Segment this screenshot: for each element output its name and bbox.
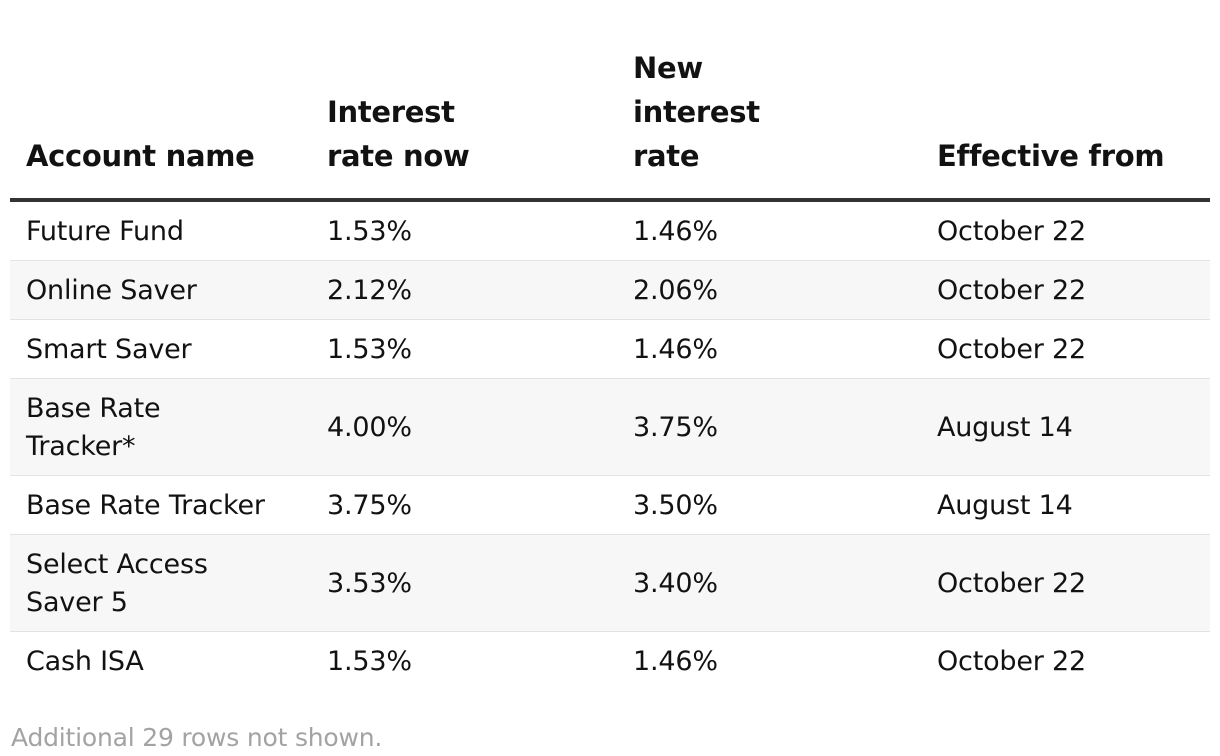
table-body: Future Fund 1.53% 1.46% October 22 Onlin… (10, 200, 1210, 690)
new-rate-cell: 3.75% (617, 378, 921, 476)
column-header-effective-from: Effective from (921, 0, 1210, 202)
table-row: Base Rate Tracker* 4.00% 3.75% August 14 (10, 378, 1210, 476)
new-rate-cell: 1.46% (617, 200, 921, 261)
new-rate-cell: 1.46% (617, 319, 921, 379)
effective-from-cell: October 22 (937, 646, 1086, 677)
header-row: Account name Interest rate now New inter… (10, 0, 1210, 202)
effective-from-cell: October 22 (921, 319, 1210, 379)
table-header: Account name Interest rate now New inter… (10, 0, 1210, 202)
table-row: Online Saver 2.12% 2.06% October 22 (10, 260, 1210, 320)
new-rate-cell: 3.40% (617, 534, 921, 632)
column-header-interest-rate-now: Interest rate now (311, 0, 617, 202)
rate-now-cell: 3.75% (311, 475, 617, 535)
rates-table-container: Account name Interest rate now New inter… (10, 0, 1210, 756)
new-rate-cell: 3.50% (617, 475, 921, 535)
account-name-text: Base Rate Tracker* (26, 393, 161, 462)
account-name-cell: Cash ISA (26, 646, 144, 677)
table-row: Future Fund 1.53% 1.46% October 22 (10, 200, 1210, 261)
account-name-text: Select Access Saver 5 (26, 549, 208, 618)
account-name-cell: Future Fund (10, 200, 311, 261)
rate-now-cell: 1.53% (327, 646, 412, 677)
rate-now-cell: 1.53% (311, 200, 617, 261)
effective-from-cell: October 22 (921, 200, 1210, 261)
table-row: Cash ISA 1.53% 1.46% October 22 (10, 632, 1210, 691)
rows-not-shown-note: Additional 29 rows not shown. (11, 723, 383, 752)
account-name-cell: Select Access Saver 5 (10, 534, 311, 632)
table-row: Smart Saver 1.53% 1.46% October 22 (10, 319, 1210, 379)
effective-from-cell: August 14 (921, 378, 1210, 476)
account-name-cell: Smart Saver (10, 319, 311, 379)
column-header-account-name: Account name (10, 0, 311, 202)
table-row: Base Rate Tracker 3.75% 3.50% August 14 (10, 475, 1210, 535)
table-row: Select Access Saver 5 3.53% 3.40% Octobe… (10, 534, 1210, 632)
column-header-new-interest-rate: New interest rate (617, 0, 921, 202)
account-name-cell: Base Rate Tracker (10, 475, 311, 535)
account-name-cell: Online Saver (10, 260, 311, 320)
interest-rates-table: Account name Interest rate now New inter… (10, 0, 1210, 690)
rate-now-cell: 4.00% (311, 378, 617, 476)
effective-from-cell: August 14 (921, 475, 1210, 535)
effective-from-cell: October 22 (921, 260, 1210, 320)
rate-now-cell: 1.53% (311, 319, 617, 379)
account-name-cell: Base Rate Tracker* (10, 378, 311, 476)
new-rate-cell: 1.46% (633, 646, 718, 677)
rate-now-cell: 2.12% (311, 260, 617, 320)
rate-now-cell: 3.53% (311, 534, 617, 632)
new-rate-cell: 2.06% (617, 260, 921, 320)
effective-from-cell: October 22 (921, 534, 1210, 632)
